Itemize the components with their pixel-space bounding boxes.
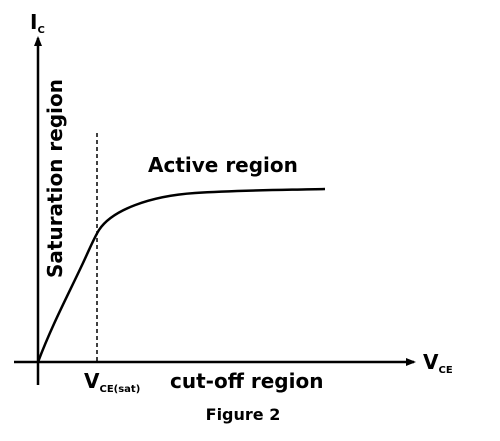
cutoff-region-label: cut-off region — [170, 369, 323, 393]
x-axis-label: VCE — [423, 350, 453, 376]
vce-sat-label-main: V — [84, 369, 100, 393]
active-region-label: Active region — [148, 153, 298, 177]
vce-sat-label: VCE(sat) — [84, 369, 140, 395]
saturation-region-label: Saturation region — [43, 79, 67, 278]
x-axis-label-main: V — [423, 350, 439, 374]
y-axis-label: IC — [30, 10, 45, 36]
figure-caption: Figure 2 — [206, 405, 281, 424]
y-axis-label-main: I — [30, 10, 37, 34]
y-axis-label-sub: C — [37, 25, 44, 36]
vce-sat-label-sub: CE(sat) — [99, 384, 140, 395]
x-axis-label-sub: CE — [438, 365, 452, 376]
characteristic-curve — [36, 187, 326, 363]
